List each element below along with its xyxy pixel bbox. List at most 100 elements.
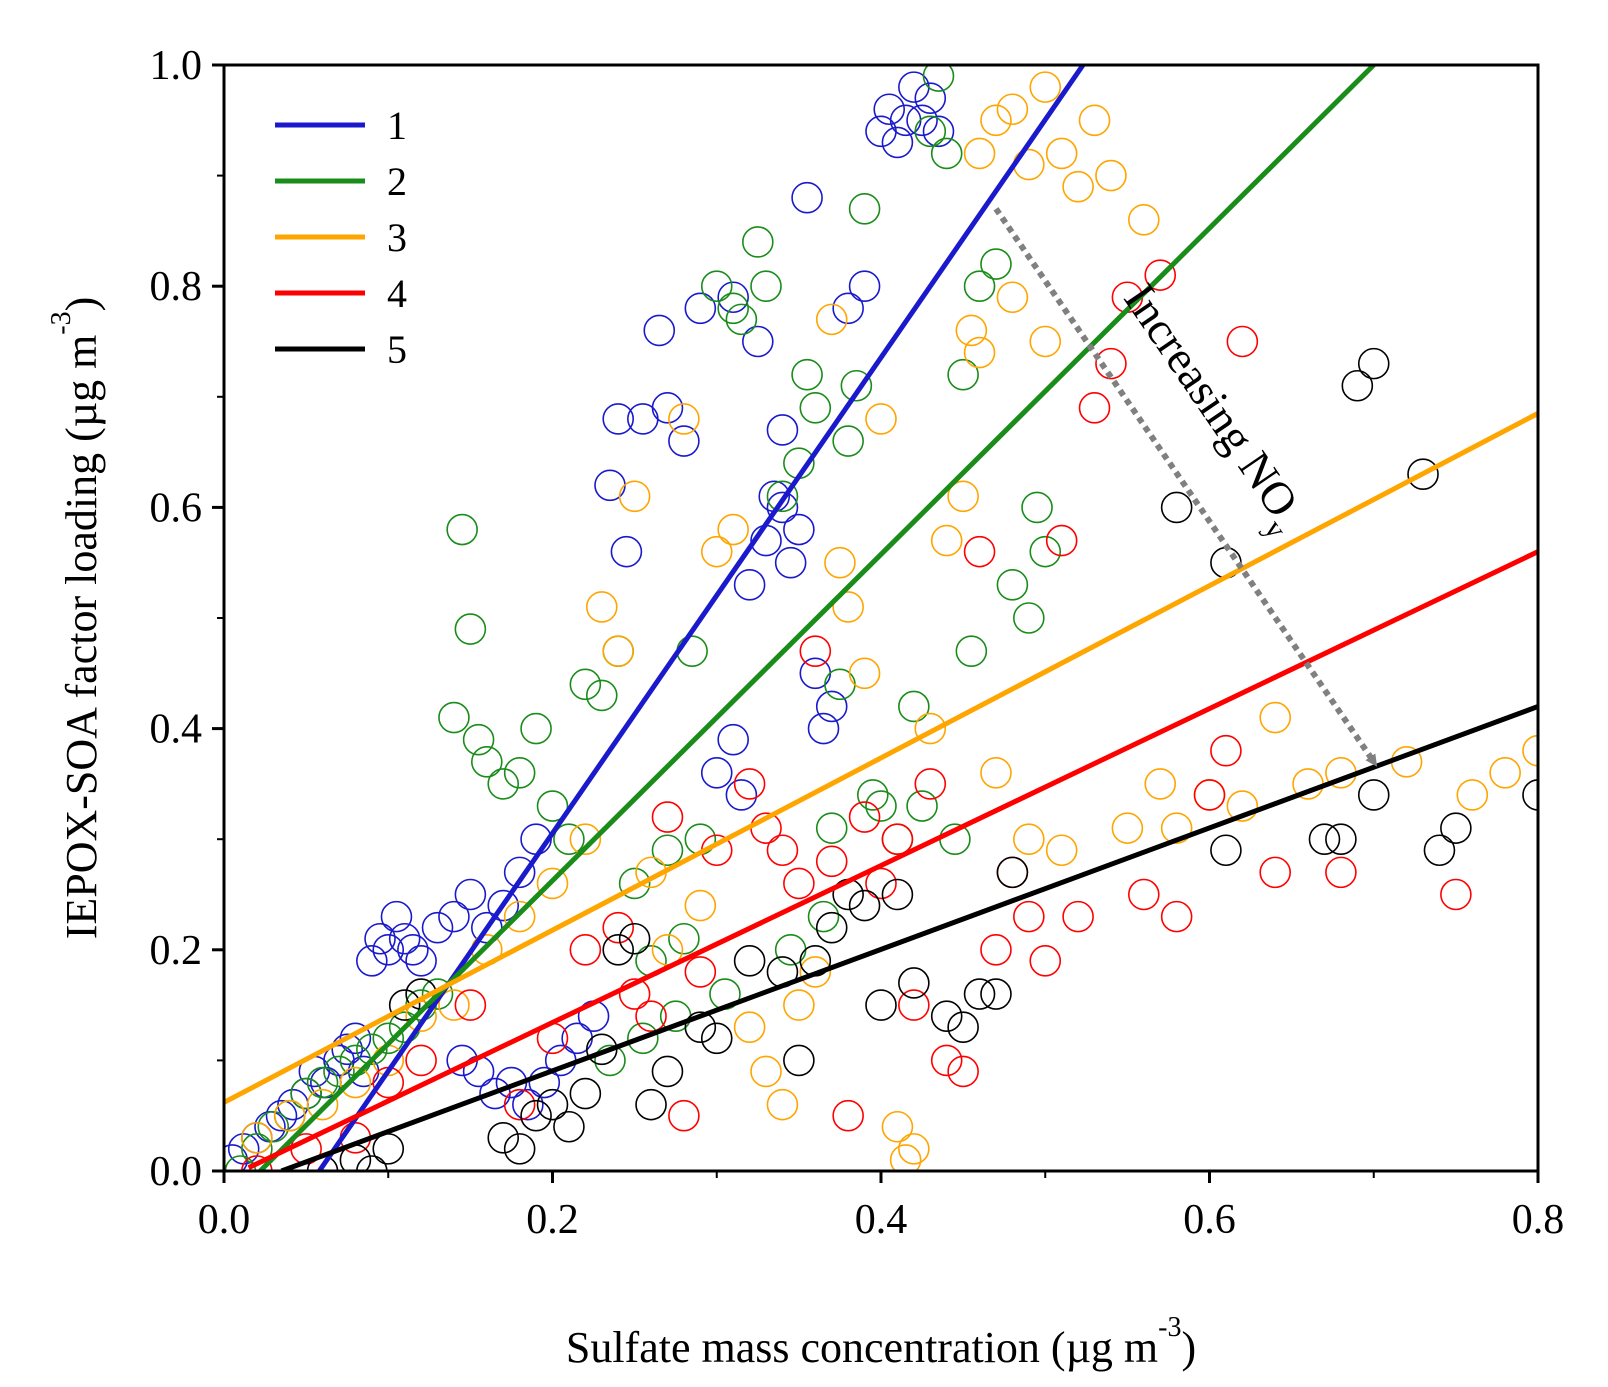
data-point-series-3 (832, 591, 864, 623)
data-point-series-1 (610, 535, 643, 568)
data-point-series-2 (996, 569, 1029, 601)
data-point-series-5 (372, 1133, 405, 1165)
data-point-series-3 (1160, 812, 1193, 844)
data-point-series-1 (265, 1099, 298, 1132)
y-tick-label: 0.2 (150, 928, 203, 974)
data-point-series-2 (815, 812, 848, 844)
x-tick-label: 0.8 (1512, 1197, 1565, 1243)
data-point-series-3 (569, 823, 602, 856)
data-point-series-5 (569, 1077, 602, 1110)
data-point-series-1 (561, 1022, 593, 1055)
data-point-series-5 (388, 989, 421, 1021)
data-point-series-1 (742, 325, 774, 358)
x-tick-label: 0.2 (526, 1197, 579, 1243)
data-point-series-5 (963, 978, 996, 1010)
data-point-series-4 (241, 1155, 273, 1171)
data-point-series-3 (306, 1088, 339, 1121)
data-point-series-4 (618, 978, 651, 1010)
data-point-series-4 (733, 768, 766, 800)
data-point-series-5 (733, 945, 766, 977)
data-point-series-1 (848, 270, 881, 303)
legend-label-3: 3 (387, 215, 407, 260)
legend-label-4: 4 (387, 271, 407, 316)
data-point-series-2 (651, 834, 684, 867)
data-point-series-2 (553, 823, 585, 856)
data-point-series-1 (487, 889, 520, 922)
data-point-series-4 (635, 1000, 667, 1032)
data-point-series-3 (1095, 159, 1127, 192)
data-point-series-4 (1259, 856, 1291, 889)
data-point-series-3 (996, 281, 1029, 314)
data-point-series-2 (503, 757, 536, 789)
data-point-series-4 (766, 834, 799, 867)
data-point-series-2 (306, 1066, 339, 1099)
data-point-series-3 (881, 1110, 914, 1143)
data-point-series-4 (1078, 392, 1111, 424)
data-point-series-2 (421, 978, 454, 1010)
data-point-series-1 (602, 403, 635, 435)
data-point-series-2 (750, 270, 782, 303)
data-point-series-1 (651, 392, 684, 424)
data-point-series-1 (898, 71, 930, 103)
data-point-series-3 (914, 712, 947, 745)
data-point-series-5 (996, 856, 1029, 889)
data-point-series-3 (1013, 823, 1045, 856)
data-point-series-1 (421, 911, 454, 944)
data-point-series-4 (1095, 347, 1127, 380)
data-point-series-2 (520, 712, 552, 745)
data-point-series-4 (832, 1099, 864, 1132)
fit-line-series-3 (224, 411, 1538, 1105)
data-point-series-2 (717, 292, 749, 325)
data-point-series-1 (643, 314, 676, 347)
data-point-series-3 (750, 1055, 782, 1088)
legend-label-1: 1 (387, 103, 407, 148)
data-point-series-3 (1456, 779, 1489, 811)
data-point-series-1 (774, 546, 807, 579)
data-point-series-3 (536, 867, 569, 900)
data-point-series-4 (1128, 878, 1160, 911)
data-point-series-2 (585, 679, 618, 712)
data-point-series-2 (832, 425, 864, 457)
nox-trend-arrow (993, 207, 1378, 767)
data-point-series-5 (602, 933, 635, 966)
data-point-series-3 (980, 104, 1012, 137)
data-point-series-4 (1440, 878, 1472, 911)
data-point-series-4 (865, 867, 897, 900)
data-point-series-2 (676, 635, 708, 667)
data-point-series-3 (1029, 71, 1062, 103)
data-point-series-5 (553, 1110, 585, 1143)
data-point-series-1 (364, 922, 396, 955)
data-point-series-1 (815, 690, 848, 723)
data-point-series-3 (1013, 148, 1045, 181)
data-point-series-3 (996, 93, 1029, 126)
data-point-series-4 (1013, 900, 1045, 933)
data-point-series-1 (356, 945, 388, 977)
data-point-series-5 (1325, 823, 1357, 856)
data-point-series-2 (856, 779, 889, 811)
data-point-series-1 (438, 900, 470, 933)
data-point-series-4 (1325, 856, 1357, 889)
data-point-series-3 (1078, 104, 1111, 137)
data-point-series-5 (881, 878, 914, 911)
x-tick-label: 0.6 (1183, 1197, 1236, 1243)
data-point-series-2 (487, 768, 520, 800)
data-point-series-2 (438, 701, 470, 734)
data-point-series-4 (963, 535, 996, 568)
data-point-series-4 (1210, 734, 1242, 767)
data-point-series-2 (848, 192, 881, 225)
data-point-series-3 (815, 303, 848, 336)
data-points (224, 65, 1538, 1171)
data-point-series-4 (1144, 259, 1177, 291)
data-point-series-5 (635, 1088, 667, 1121)
data-point-series-4 (651, 801, 684, 833)
data-point-series-2 (323, 1055, 355, 1088)
data-point-series-1 (766, 491, 799, 524)
data-point-series-2 (840, 369, 873, 402)
data-point-series-5 (503, 1133, 536, 1165)
fit-line-series-5 (280, 704, 1538, 1171)
data-point-series-3 (1144, 768, 1177, 800)
legend: 1 2 3 4 5 (275, 103, 407, 372)
data-point-series-2 (372, 1022, 405, 1055)
data-point-series-2 (356, 1033, 388, 1066)
